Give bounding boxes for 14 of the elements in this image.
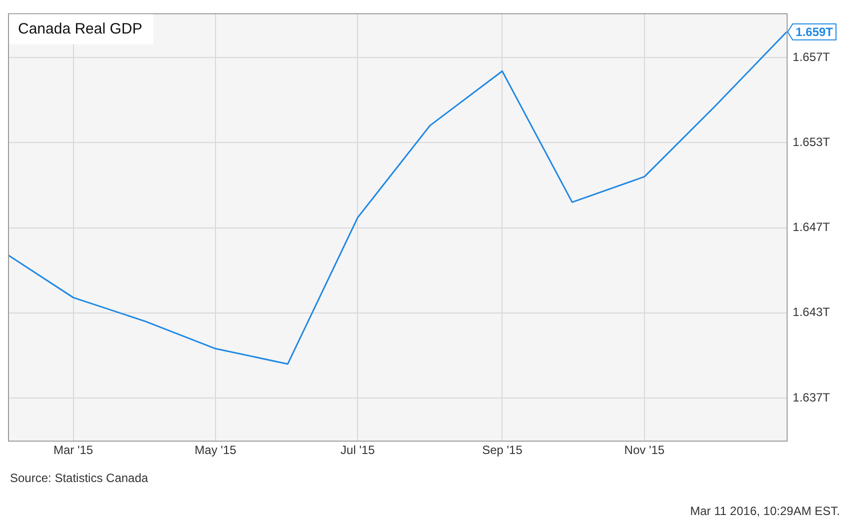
x-tick-label: May '15	[194, 443, 237, 458]
y-tick-label: 1.637T	[792, 390, 831, 404]
text: Mar 11 2016, 10:29AM EST.	[690, 504, 840, 518]
text: Canada Real GDP	[18, 20, 142, 38]
x-tick-label: Sep '15	[482, 443, 523, 458]
y-tick-label: 1.657T	[792, 50, 831, 64]
source-note: Source: Statistics Canada	[10, 471, 148, 485]
x-tick-label: Nov '15	[624, 443, 665, 458]
x-tick-label: Mar '15	[53, 443, 94, 458]
y-tick-label: 1.647T	[792, 220, 831, 234]
x-tick-label: Jul '15	[340, 443, 376, 458]
y-tick-label: 1.643T	[792, 305, 831, 320]
y-tick-label: 1.653T	[792, 134, 831, 149]
data-label: 1.659T	[796, 25, 834, 40]
